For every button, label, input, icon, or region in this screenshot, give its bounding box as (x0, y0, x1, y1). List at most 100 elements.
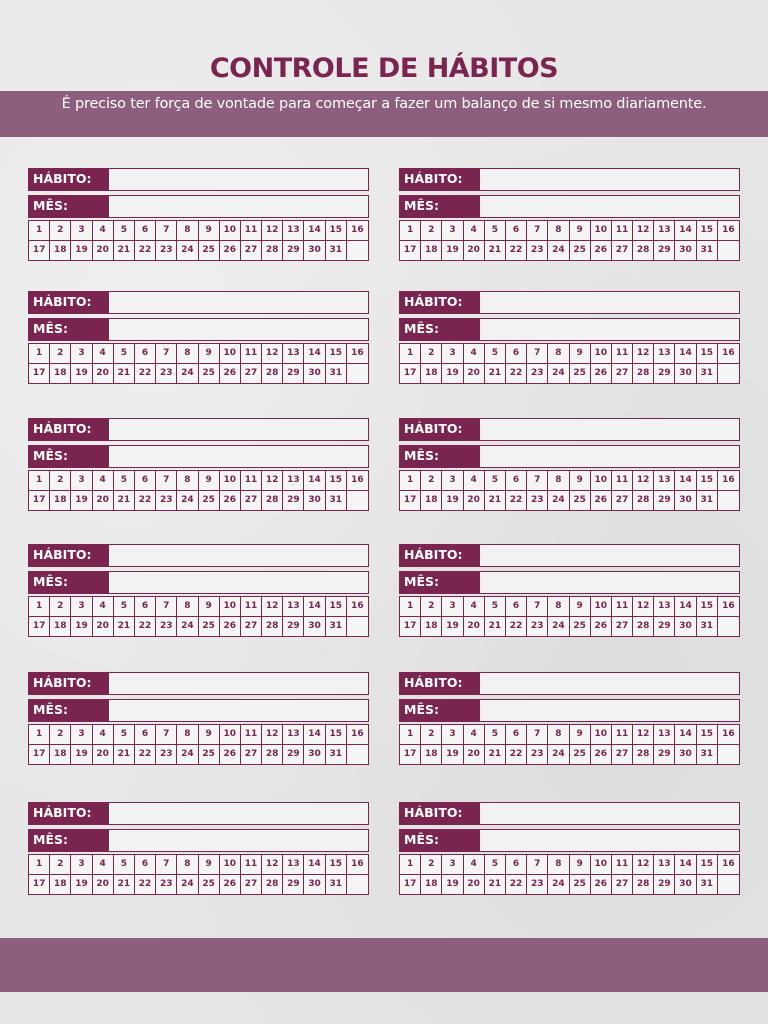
day-cell[interactable]: 19 (71, 744, 93, 764)
day-cell[interactable]: 26 (591, 616, 612, 636)
day-cell[interactable]: 27 (612, 874, 634, 894)
day-cell[interactable] (718, 364, 739, 384)
day-cell[interactable]: 3 (442, 855, 464, 875)
day-cell[interactable]: 19 (442, 616, 464, 636)
day-cell[interactable]: 15 (696, 344, 718, 364)
day-cell[interactable]: 5 (113, 344, 135, 364)
day-cell[interactable]: 22 (135, 744, 157, 764)
day-cell[interactable]: 8 (177, 471, 199, 491)
day-cell[interactable]: 3 (442, 344, 464, 364)
day-cell[interactable]: 2 (50, 597, 72, 617)
day-cell[interactable]: 15 (325, 597, 347, 617)
day-cell[interactable]: 7 (527, 597, 549, 617)
habit-field[interactable] (480, 673, 739, 694)
day-cell[interactable]: 8 (548, 471, 570, 491)
day-cell[interactable]: 13 (654, 725, 676, 745)
day-cell[interactable]: 6 (505, 597, 528, 617)
day-cell[interactable]: 20 (93, 616, 114, 636)
day-cell[interactable]: 30 (304, 616, 326, 636)
day-cell[interactable]: 31 (326, 874, 347, 894)
day-cell[interactable]: 21 (114, 744, 135, 764)
day-cell[interactable]: 2 (421, 221, 443, 241)
day-cell[interactable]: 15 (696, 597, 718, 617)
day-cell[interactable]: 16 (346, 221, 368, 241)
day-cell[interactable]: 5 (113, 725, 135, 745)
day-cell[interactable]: 31 (326, 490, 347, 510)
day-cell[interactable]: 13 (283, 221, 305, 241)
day-cell[interactable]: 13 (654, 221, 676, 241)
day-cell[interactable]: 16 (346, 597, 368, 617)
day-cell[interactable]: 24 (177, 240, 199, 260)
day-cell[interactable]: 29 (283, 240, 305, 260)
day-cell[interactable]: 29 (283, 363, 305, 383)
day-cell[interactable]: 4 (92, 344, 114, 364)
day-cell[interactable]: 30 (675, 240, 697, 260)
day-cell[interactable] (347, 617, 368, 637)
day-cell[interactable]: 2 (421, 344, 443, 364)
day-cell[interactable]: 26 (591, 490, 612, 510)
day-cell[interactable]: 26 (220, 874, 241, 894)
day-cell[interactable]: 18 (50, 616, 72, 636)
day-cell[interactable] (718, 875, 739, 895)
day-cell[interactable]: 30 (304, 744, 326, 764)
day-cell[interactable]: 6 (134, 855, 157, 875)
month-field[interactable] (109, 830, 368, 851)
day-cell[interactable]: 19 (71, 490, 93, 510)
day-cell[interactable]: 16 (717, 597, 739, 617)
day-cell[interactable]: 21 (114, 490, 135, 510)
day-cell[interactable]: 19 (442, 874, 464, 894)
day-cell[interactable] (718, 491, 739, 511)
day-cell[interactable]: 13 (654, 344, 676, 364)
day-cell[interactable]: 30 (304, 874, 326, 894)
day-cell[interactable]: 1 (400, 471, 422, 491)
day-cell[interactable]: 6 (505, 344, 528, 364)
day-cell[interactable]: 29 (283, 874, 305, 894)
day-cell[interactable]: 12 (262, 471, 284, 491)
day-cell[interactable]: 21 (114, 874, 135, 894)
day-cell[interactable]: 2 (50, 221, 72, 241)
day-cell[interactable]: 25 (570, 363, 591, 383)
day-cell[interactable]: 23 (156, 490, 178, 510)
day-cell[interactable]: 24 (548, 240, 570, 260)
day-cell[interactable]: 9 (569, 725, 591, 745)
day-cell[interactable]: 25 (199, 363, 220, 383)
day-cell[interactable]: 7 (527, 855, 549, 875)
day-cell[interactable]: 15 (325, 344, 347, 364)
day-cell[interactable]: 29 (654, 874, 676, 894)
day-cell[interactable]: 14 (304, 855, 326, 875)
day-cell[interactable]: 2 (50, 855, 72, 875)
day-cell[interactable]: 10 (219, 471, 241, 491)
day-cell[interactable]: 20 (93, 744, 114, 764)
day-cell[interactable]: 4 (463, 597, 485, 617)
day-cell[interactable]: 6 (134, 221, 157, 241)
day-cell[interactable] (347, 875, 368, 895)
day-cell[interactable]: 19 (442, 240, 464, 260)
habit-field[interactable] (109, 545, 368, 566)
day-cell[interactable]: 11 (611, 725, 634, 745)
day-cell[interactable]: 6 (505, 471, 528, 491)
day-cell[interactable]: 28 (633, 744, 655, 764)
day-cell[interactable]: 14 (675, 855, 697, 875)
day-cell[interactable]: 1 (400, 855, 422, 875)
day-cell[interactable]: 9 (198, 221, 220, 241)
habit-field[interactable] (109, 292, 368, 313)
day-cell[interactable]: 21 (485, 240, 506, 260)
day-cell[interactable]: 18 (421, 874, 443, 894)
day-cell[interactable]: 26 (591, 744, 612, 764)
day-cell[interactable]: 21 (485, 874, 506, 894)
day-cell[interactable]: 15 (696, 471, 718, 491)
day-cell[interactable]: 10 (590, 471, 612, 491)
habit-field[interactable] (480, 292, 739, 313)
day-cell[interactable]: 10 (219, 344, 241, 364)
habit-field[interactable] (109, 803, 368, 824)
day-cell[interactable]: 17 (400, 874, 422, 894)
day-cell[interactable]: 4 (92, 855, 114, 875)
day-cell[interactable]: 23 (156, 616, 178, 636)
month-field[interactable] (480, 572, 739, 593)
day-cell[interactable]: 5 (113, 471, 135, 491)
day-cell[interactable]: 9 (569, 221, 591, 241)
day-cell[interactable]: 15 (325, 221, 347, 241)
day-cell[interactable]: 23 (156, 744, 178, 764)
day-cell[interactable]: 28 (262, 240, 284, 260)
habit-field[interactable] (109, 673, 368, 694)
